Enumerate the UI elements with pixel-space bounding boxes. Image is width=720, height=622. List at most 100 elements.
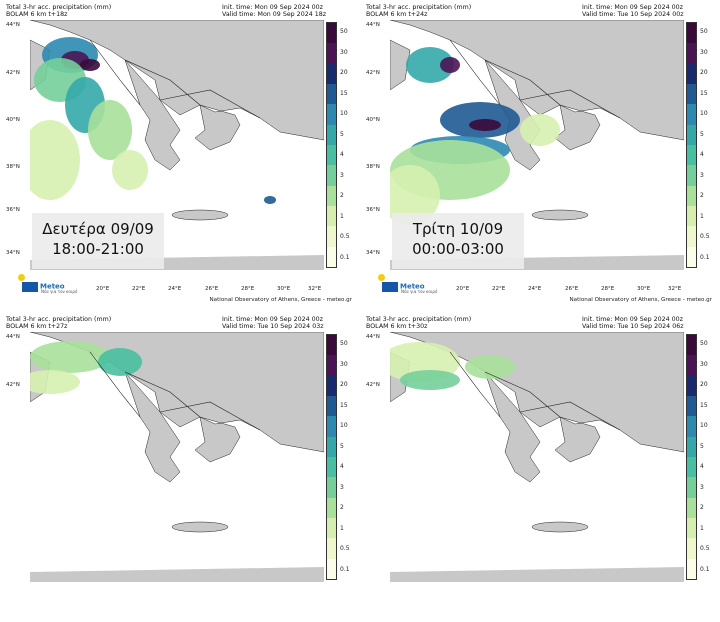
lat-label: 40°N <box>366 117 380 123</box>
lat-label: 42°N <box>366 382 380 388</box>
panel-valid-time: Valid time: Tue 10 Sep 2024 03z <box>222 323 324 331</box>
country-borders <box>89 39 261 119</box>
panel-title: Total 3-hr acc. precipitation (mm) <box>366 4 472 11</box>
colorbar-swatch <box>327 124 336 145</box>
panel-valid-time: Valid time: Mon 09 Sep 2024 18z <box>222 11 327 19</box>
precipitation-area <box>80 59 100 71</box>
logo-sub: Νέα για τον καιρό <box>401 289 438 294</box>
lat-label: 44°N <box>6 22 20 28</box>
colorbar-level-label: 0.5 <box>340 545 350 553</box>
precipitation-area <box>98 348 142 376</box>
colorbar-swatch <box>687 104 696 125</box>
panel-title: Total 3-hr acc. precipitation (mm) <box>366 316 472 323</box>
colorbar-swatch <box>687 517 696 539</box>
colorbar-level-label: 0.1 <box>700 253 710 261</box>
panel-valid-time: Valid time: Tue 10 Sep 2024 06z <box>582 323 684 331</box>
forecast-panel-2: Total 3-hr acc. precipitation (mm) BOLAM… <box>360 0 720 310</box>
colorbar-swatch <box>327 83 336 105</box>
lon-label: 20°E <box>456 286 470 292</box>
colorbar-swatch <box>687 436 696 457</box>
colorbar-level-label: 1 <box>340 212 344 220</box>
colorbar-swatch <box>327 185 336 206</box>
lat-label: 40°N <box>6 117 20 123</box>
colorbar-swatch <box>327 23 336 44</box>
panel-model: BOLAM 6 km t+18z <box>6 11 68 19</box>
colorbar-level-label: 1 <box>700 212 704 220</box>
lat-label: 42°N <box>366 70 380 76</box>
colorbar-level-label: 4 <box>340 463 344 471</box>
crete-island <box>531 521 589 533</box>
lat-label: 44°N <box>366 22 380 28</box>
lat-label: 38°N <box>366 164 380 170</box>
precipitation-area <box>406 47 454 83</box>
colorbar-level-label: 1 <box>340 524 344 532</box>
colorbar-level-label: 2 <box>700 504 704 512</box>
colorbar-level-label: 15 <box>340 89 348 97</box>
colorbar-level-label: 0.5 <box>700 545 710 553</box>
colorbar-swatch <box>687 375 696 396</box>
colorbar-swatch <box>327 497 336 518</box>
panel-model: BOLAM 6 km t+30z <box>366 323 428 331</box>
colorbar-swatch <box>687 83 696 105</box>
colorbar-swatch <box>687 335 696 356</box>
colorbar-level-label: 4 <box>340 151 344 159</box>
lon-label: 32°E <box>308 286 322 292</box>
colorbar-swatch <box>687 538 696 559</box>
colorbar-level-label: 20 <box>340 381 348 389</box>
colorbar-level-label: 1 <box>700 524 704 532</box>
precipitation-area <box>440 57 460 73</box>
colorbar-swatch <box>327 355 336 376</box>
lat-label: 36°N <box>366 207 380 213</box>
colorbar-swatch <box>687 43 696 64</box>
colorbar-swatch <box>327 436 336 457</box>
precipitation-area <box>469 119 501 131</box>
colorbar-swatch <box>327 558 336 579</box>
lon-label: 32°E <box>668 286 682 292</box>
colorbar-level-label: 5 <box>700 442 704 450</box>
colorbar-swatch <box>687 165 696 186</box>
panel-valid-time: Valid time: Tue 10 Sep 2024 00z <box>582 11 684 19</box>
colorbar-level-label: 50 <box>700 28 708 36</box>
lon-label: 26°E <box>565 286 579 292</box>
colorbar-swatch <box>327 375 336 396</box>
lon-label: 22°E <box>132 286 146 292</box>
colorbar-swatch <box>327 226 336 247</box>
colorbar-level-label: 30 <box>340 360 348 368</box>
forecast-panel-3: Total 3-hr acc. precipitation (mm) BOLAM… <box>0 312 360 622</box>
precipitation-area <box>30 341 110 373</box>
lon-label: 26°E <box>205 286 219 292</box>
forecast-panel-4: Total 3-hr acc. precipitation (mm) BOLAM… <box>360 312 720 622</box>
lat-label: 42°N <box>6 70 20 76</box>
lon-label: 24°E <box>528 286 542 292</box>
lat-label: 38°N <box>6 164 20 170</box>
panel-header-right: Init. time: Mon 09 Sep 2024 00z Valid ti… <box>222 316 324 331</box>
colorbar <box>686 22 697 268</box>
colorbar-swatch <box>687 226 696 247</box>
colorbar-level-label: 5 <box>340 442 344 450</box>
colorbar <box>686 334 697 580</box>
africa-land <box>390 567 684 582</box>
panel-model: BOLAM 6 km t+27z <box>6 323 68 331</box>
meteo-logo-icon <box>382 282 398 292</box>
precipitation-area <box>465 355 515 379</box>
lat-label: 36°N <box>6 207 20 213</box>
colorbar-swatch <box>327 538 336 559</box>
panel-header-left: Total 3-hr acc. precipitation (mm) BOLAM… <box>6 4 111 19</box>
panel-init-time: Init. time: Mon 09 Sep 2024 00z <box>582 4 683 11</box>
precipitation-area <box>112 150 148 190</box>
colorbar-swatch <box>327 165 336 186</box>
lon-label: 24°E <box>168 286 182 292</box>
colorbar-level-label: 50 <box>340 28 348 36</box>
colorbar-level-label: 30 <box>700 48 708 56</box>
precipitation-area <box>30 120 80 200</box>
colorbar-swatch <box>327 395 336 417</box>
colorbar-swatch <box>327 517 336 539</box>
colorbar-swatch <box>327 205 336 227</box>
colorbar <box>326 22 337 268</box>
meteo-logo-icon <box>22 282 38 292</box>
colorbar-level-label: 20 <box>700 69 708 77</box>
colorbar-swatch <box>687 185 696 206</box>
colorbar-swatch <box>327 104 336 125</box>
country-borders <box>449 39 621 119</box>
colorbar-level-label: 20 <box>700 381 708 389</box>
